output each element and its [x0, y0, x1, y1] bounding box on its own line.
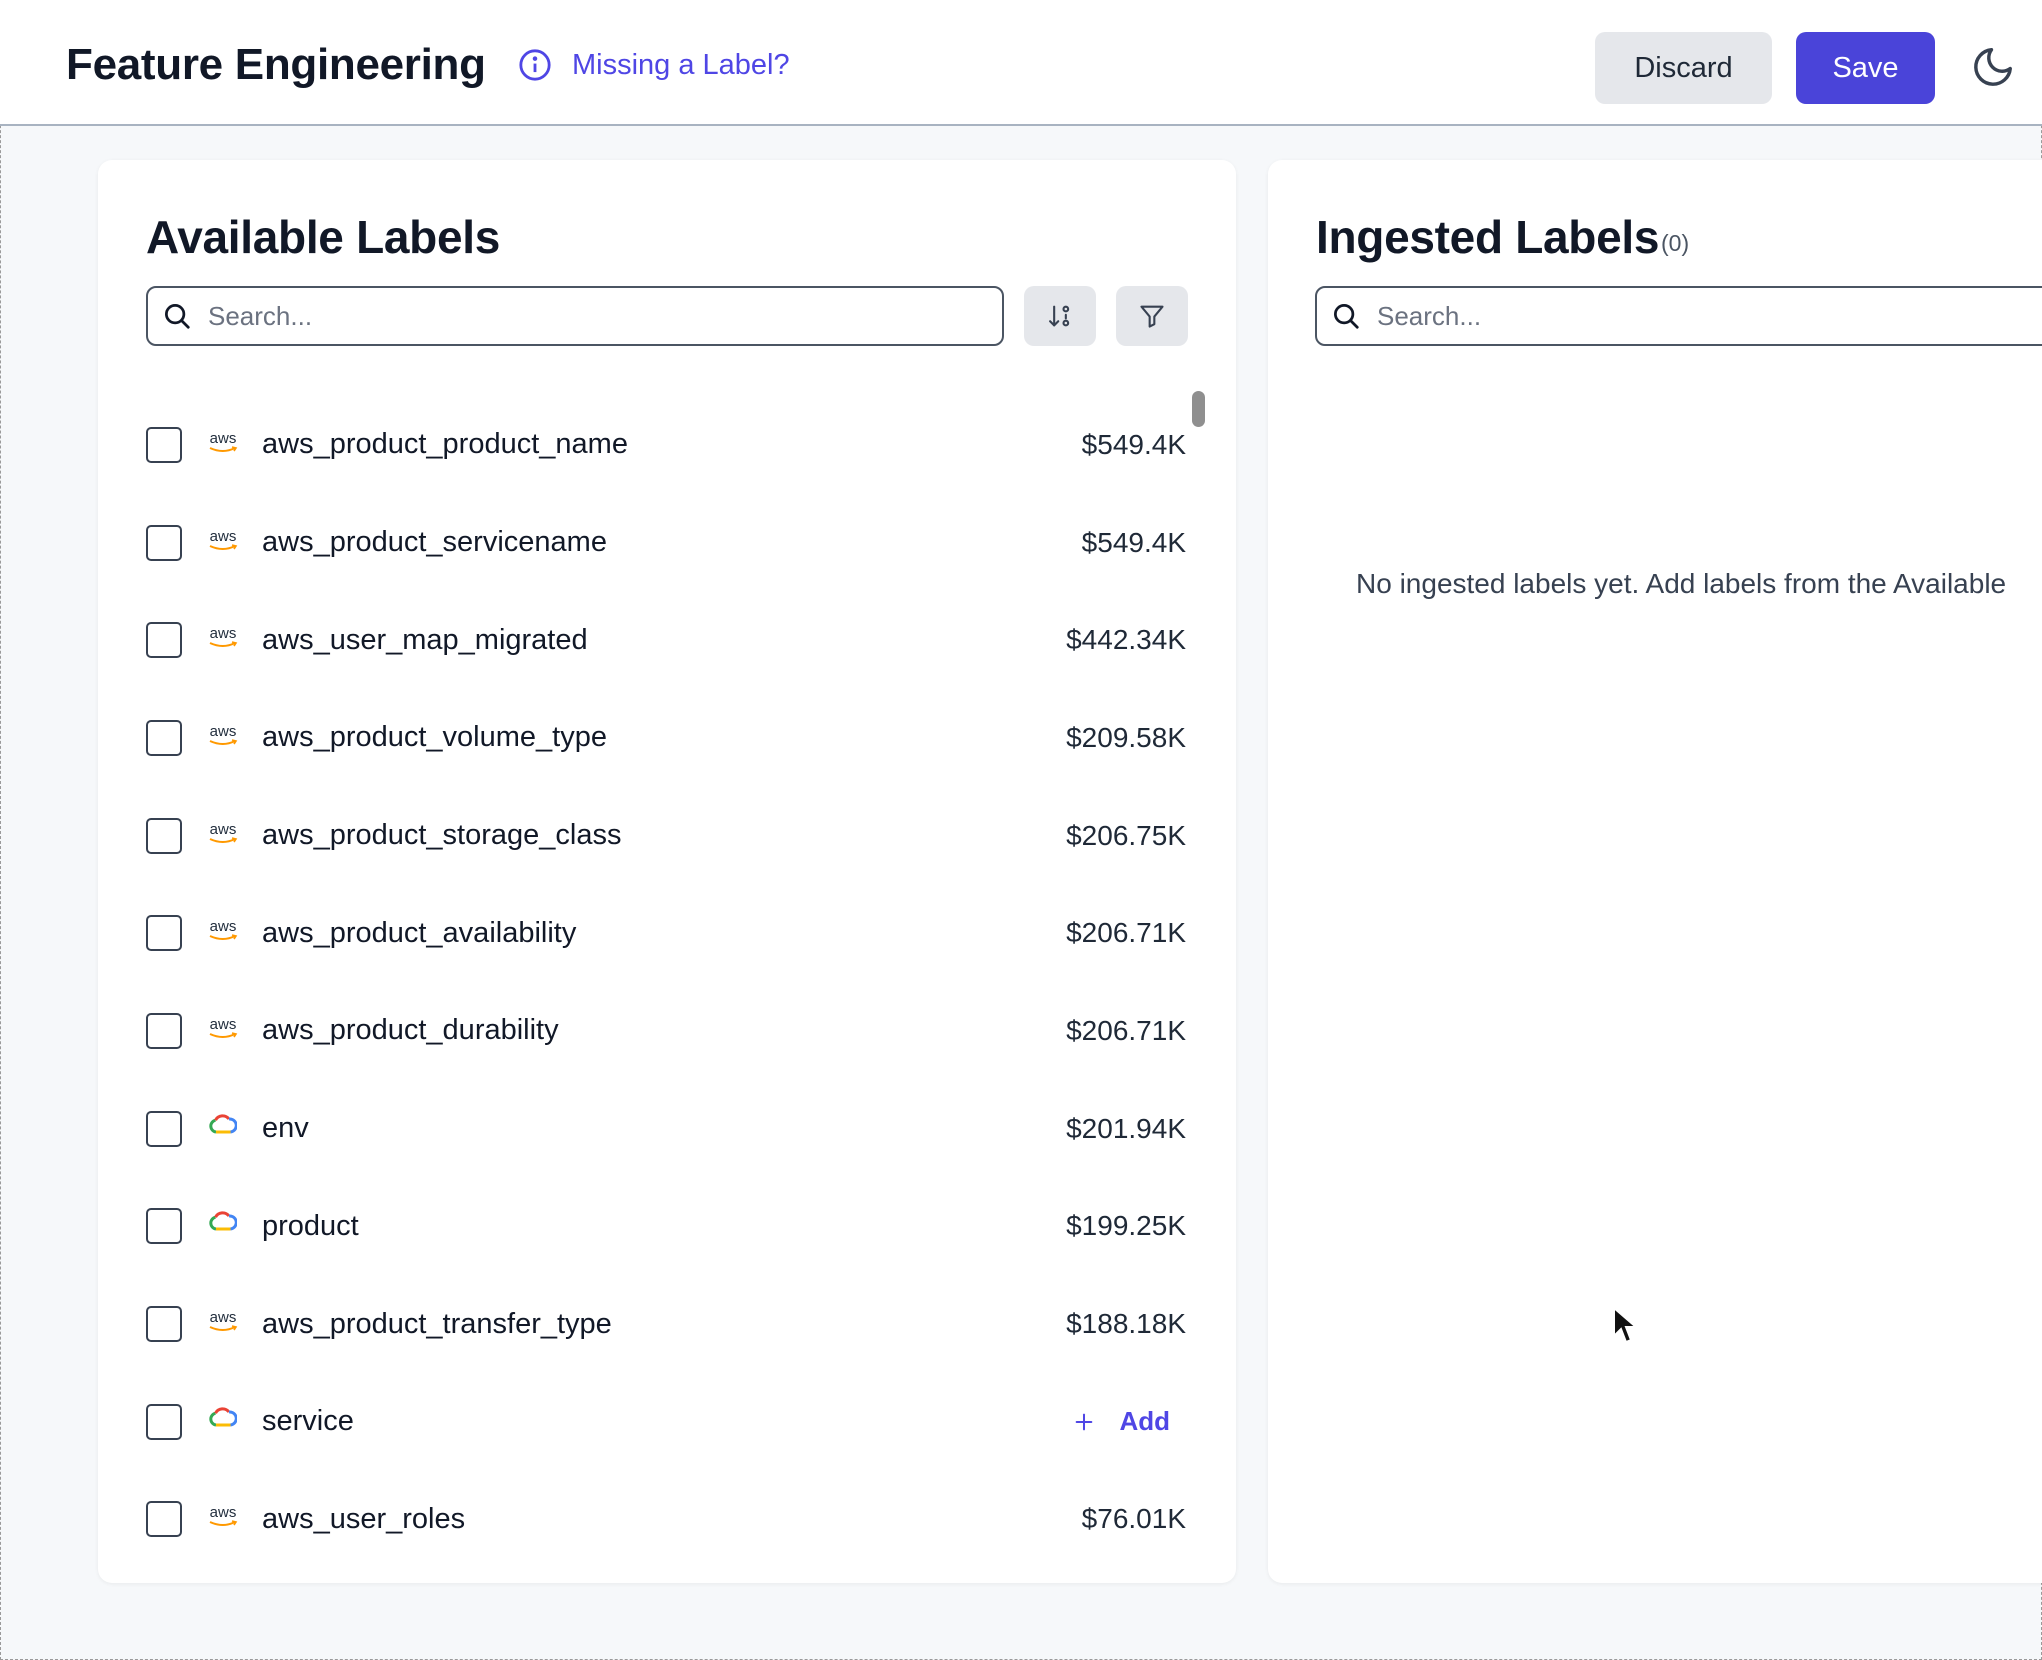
gcp-cloud-icon [206, 1407, 240, 1436]
label-row[interactable]: product $199.25K [146, 1178, 1186, 1276]
missing-label-link[interactable]: Missing a Label? [518, 48, 790, 82]
label-name: aws_product_transfer_type [262, 1307, 612, 1340]
label-name: service [262, 1405, 354, 1438]
aws-logo-icon: aws [206, 919, 240, 947]
available-search[interactable] [146, 286, 1004, 346]
ingested-labels-title: Ingested Labels [1316, 211, 1660, 263]
label-row[interactable]: service Add [146, 1373, 1186, 1471]
empty-state-text: No ingested labels yet. Add labels from … [1356, 568, 2007, 599]
ingested-search-input[interactable] [1375, 299, 2042, 333]
label-checkbox[interactable] [146, 817, 182, 854]
label-row[interactable]: aws aws_product_durability $206.71K [146, 982, 1186, 1080]
aws-logo-text: aws [209, 722, 237, 740]
label-name: aws_user_roles [262, 1502, 466, 1535]
label-row[interactable]: aws aws_product_transfer_type $188.18K [146, 1275, 1186, 1373]
ingested-count: (0) [1661, 230, 1690, 256]
search-icon [1334, 304, 1359, 329]
aws-logo-icon: aws [206, 724, 240, 752]
label-name: aws_product_availability [262, 916, 577, 949]
label-name: aws_product_servicename [262, 526, 607, 559]
aws-logo-text: aws [209, 429, 237, 447]
sort-icon [1049, 305, 1070, 327]
label-checkbox[interactable] [146, 1012, 182, 1049]
label-row[interactable]: aws aws_user_map_migrated $442.34K [146, 591, 1186, 689]
gcp-cloud-icon [206, 1211, 240, 1240]
aws-logo-text: aws [209, 1309, 237, 1327]
search-icon [165, 304, 190, 329]
moon-icon[interactable] [1970, 44, 2016, 90]
label-checkbox[interactable] [146, 1306, 182, 1343]
label-checkbox[interactable] [146, 1501, 182, 1538]
label-row[interactable]: aws aws_product_volume_type $209.58K [146, 689, 1186, 787]
label-cost: $76.01K [1081, 1503, 1186, 1535]
label-cost: $188.18K [1066, 1308, 1186, 1340]
ingested-search[interactable] [1315, 286, 2042, 346]
add-label-text: Add [1119, 1406, 1170, 1437]
label-cost: $206.75K [1066, 819, 1186, 851]
label-cost: $206.71K [1066, 917, 1186, 949]
label-name: aws_product_storage_class [262, 819, 622, 852]
aws-logo-icon: aws [206, 1310, 240, 1338]
label-row[interactable]: env $201.94K [146, 1080, 1186, 1178]
label-row[interactable]: aws aws_product_availability $206.71K [146, 884, 1186, 982]
available-labels-panel: Available Labels aws aws_product_product_… [98, 160, 1236, 1583]
label-row[interactable]: aws aws_product_product_name $549.4K [146, 396, 1186, 494]
label-name: env [262, 1112, 309, 1145]
aws-logo-text: aws [209, 918, 237, 936]
label-name: aws_product_volume_type [262, 721, 607, 754]
aws-logo-icon: aws [206, 529, 240, 557]
aws-logo-icon: aws [206, 1017, 240, 1045]
add-label-button[interactable]: Add [1073, 1406, 1170, 1437]
label-checkbox[interactable] [146, 622, 182, 659]
label-name: aws_product_durability [262, 1014, 559, 1047]
available-labels-title: Available Labels [146, 211, 500, 263]
filter-icon [1140, 305, 1164, 328]
top-bar: Feature Engineering Missing a Label? Dis… [0, 0, 2042, 126]
aws-logo-icon: aws [206, 1505, 240, 1533]
aws-logo-icon: aws [206, 431, 240, 459]
label-cost: $201.94K [1066, 1112, 1186, 1144]
label-name: product [262, 1209, 359, 1242]
aws-logo-text: aws [209, 820, 237, 838]
plus-icon [1076, 1413, 1093, 1431]
mouse-cursor-icon [1613, 1306, 1639, 1344]
info-icon [519, 49, 551, 81]
available-search-input[interactable] [206, 299, 1002, 333]
label-name: aws_product_product_name [262, 428, 628, 461]
aws-logo-icon: aws [206, 822, 240, 850]
page-title: Feature Engineering [66, 40, 486, 89]
label-cost: $442.34K [1066, 624, 1186, 656]
sort-button[interactable] [1024, 286, 1096, 346]
label-checkbox[interactable] [146, 1208, 182, 1245]
label-cost: $206.71K [1066, 1014, 1186, 1046]
label-cost: $549.4K [1081, 526, 1186, 558]
label-checkbox[interactable] [146, 524, 182, 561]
label-name: aws_user_map_migrated [262, 623, 588, 656]
aws-logo-text: aws [209, 527, 237, 545]
list-scrollbar[interactable] [1192, 391, 1205, 427]
label-checkbox[interactable] [146, 426, 182, 463]
label-row[interactable]: aws aws_product_servicename $549.4K [146, 494, 1186, 592]
available-labels-list: aws aws_product_product_name $549.4K aws aws… [146, 396, 1186, 1568]
label-cost: $549.4K [1081, 428, 1186, 460]
gcp-cloud-icon [206, 1114, 240, 1143]
missing-label-text: Missing a Label? [572, 48, 790, 81]
aws-logo-text: aws [209, 1015, 237, 1033]
aws-logo-text: aws [209, 1504, 237, 1522]
label-cost: $209.58K [1066, 721, 1186, 753]
label-row[interactable]: aws aws_product_storage_class $206.75K [146, 787, 1186, 885]
label-checkbox[interactable] [146, 915, 182, 952]
label-cost: $199.25K [1066, 1210, 1186, 1242]
label-row[interactable]: aws aws_user_roles $76.01K [146, 1471, 1186, 1569]
label-checkbox[interactable] [146, 719, 182, 756]
discard-button[interactable]: Discard [1595, 32, 1772, 104]
label-checkbox[interactable] [146, 1403, 182, 1440]
save-button[interactable]: Save [1796, 32, 1935, 104]
ingested-labels-panel: Ingested Labels (0) No ingested labels y… [1268, 160, 2042, 1583]
label-checkbox[interactable] [146, 1110, 182, 1147]
aws-logo-text: aws [209, 625, 237, 643]
filter-button[interactable] [1116, 286, 1188, 346]
aws-logo-icon: aws [206, 626, 240, 654]
